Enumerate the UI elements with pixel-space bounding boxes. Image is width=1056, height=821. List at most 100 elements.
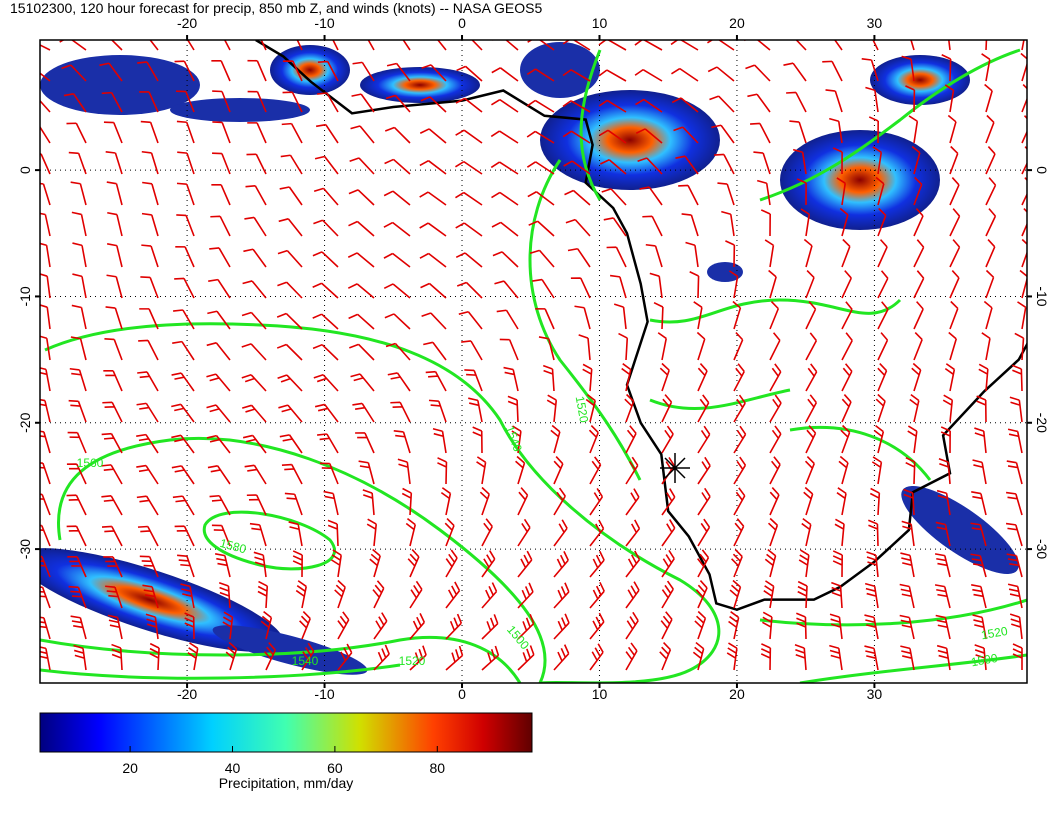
- wind-barb: [841, 238, 851, 268]
- wind-barb: [142, 181, 159, 206]
- wind-barb: [366, 518, 378, 547]
- wind-barb: [661, 549, 675, 578]
- wind-barb: [836, 177, 847, 206]
- wind-barb: [671, 67, 699, 82]
- wind-barb: [515, 455, 526, 485]
- wind-barb: [868, 519, 879, 547]
- wind-barb: [661, 519, 676, 547]
- wind-barb: [732, 300, 742, 330]
- wind-barb: [455, 129, 483, 144]
- wind-barb: [40, 334, 51, 361]
- wind-barb: [241, 404, 267, 423]
- colorbar-tick-label: 40: [225, 760, 241, 776]
- wind-barb: [899, 583, 915, 609]
- wind-barb: [1006, 553, 1023, 578]
- wind-barb: [387, 40, 411, 51]
- wind-barb: [206, 373, 231, 392]
- lon-label: -20: [177, 15, 197, 31]
- wind-barb: [935, 614, 951, 640]
- wind-barb: [661, 394, 673, 423]
- wind-barb: [40, 94, 51, 113]
- wind-barb: [564, 189, 591, 206]
- wind-barb: [913, 176, 923, 206]
- wind-barb: [900, 645, 915, 671]
- wind-barb: [171, 372, 195, 392]
- wind-barb: [717, 182, 735, 206]
- wind-barb: [101, 91, 123, 113]
- wind-barb: [1021, 177, 1027, 206]
- wind-barb: [903, 488, 915, 516]
- wind-barb: [819, 40, 843, 51]
- wind-barb: [67, 431, 87, 454]
- wind-barb: [511, 425, 522, 454]
- wind-barb: [970, 553, 987, 578]
- contour-label: 1520: [573, 395, 591, 424]
- wind-barb: [697, 425, 711, 454]
- wind-barb: [175, 246, 195, 268]
- wind-barb: [693, 301, 703, 330]
- wind-barb: [61, 64, 87, 82]
- wind-barb: [369, 548, 381, 578]
- wind-barb: [589, 612, 605, 640]
- wind-barb: [242, 434, 267, 454]
- wind-barb: [908, 115, 919, 144]
- wind-barb: [726, 642, 738, 671]
- wind-barb: [1014, 332, 1025, 361]
- precip-area: [780, 130, 940, 230]
- wind-barb: [553, 487, 566, 516]
- wind-barb: [481, 582, 498, 609]
- wind-barb: [750, 122, 771, 144]
- contour-label: 1500: [970, 651, 999, 669]
- wind-barb: [40, 241, 51, 268]
- contour: [799, 653, 1027, 683]
- wind-barb: [728, 611, 740, 640]
- wind-barb: [634, 68, 663, 82]
- wind-barb: [976, 395, 987, 423]
- wind-barb: [464, 369, 483, 392]
- wind-barb: [490, 130, 519, 144]
- wind-barb: [136, 495, 159, 516]
- wind-barb: [40, 182, 51, 206]
- wind-barb: [337, 611, 350, 640]
- wind-barb: [40, 303, 51, 330]
- wind-barb: [105, 585, 123, 609]
- wind-barb: [589, 581, 605, 609]
- wind-barb: [260, 610, 273, 640]
- wind-barb: [877, 207, 887, 237]
- wind-barb: [281, 122, 303, 144]
- wind-barb: [40, 397, 51, 423]
- wind-barb: [247, 122, 267, 144]
- wind-barb: [425, 370, 447, 392]
- wind-barb: [606, 246, 627, 268]
- wind-barb: [301, 642, 315, 671]
- wind-barb: [455, 97, 483, 113]
- wind-barb: [635, 98, 663, 113]
- wind-barb: [829, 117, 843, 144]
- wind-barb: [796, 178, 807, 206]
- wind-barb: [695, 580, 708, 609]
- wind-barb: [384, 126, 411, 144]
- wind-barb: [312, 282, 339, 299]
- wind-barb: [1021, 208, 1027, 237]
- wind-barb: [138, 339, 159, 361]
- contour-label: 1580: [218, 536, 248, 557]
- wind-barb: [105, 151, 123, 175]
- wind-barb: [526, 161, 555, 175]
- wind-barb: [517, 550, 533, 578]
- wind-barb: [733, 332, 744, 361]
- contour: [40, 635, 522, 683]
- precip-area: [870, 55, 970, 105]
- lon-label: 20: [729, 15, 745, 31]
- wind-barb: [490, 161, 519, 175]
- wind-barb: [974, 427, 987, 454]
- contour-label: 1520: [980, 624, 1009, 642]
- wind-barbs: [40, 40, 1027, 671]
- wind-barb: [745, 64, 771, 82]
- wind-barb: [911, 145, 921, 175]
- wind-barb: [797, 580, 808, 609]
- wind-barb: [1005, 522, 1023, 547]
- wind-barb: [352, 402, 375, 423]
- wind-barb: [422, 40, 447, 51]
- wind-barb: [455, 252, 483, 268]
- wind-barb: [944, 84, 955, 113]
